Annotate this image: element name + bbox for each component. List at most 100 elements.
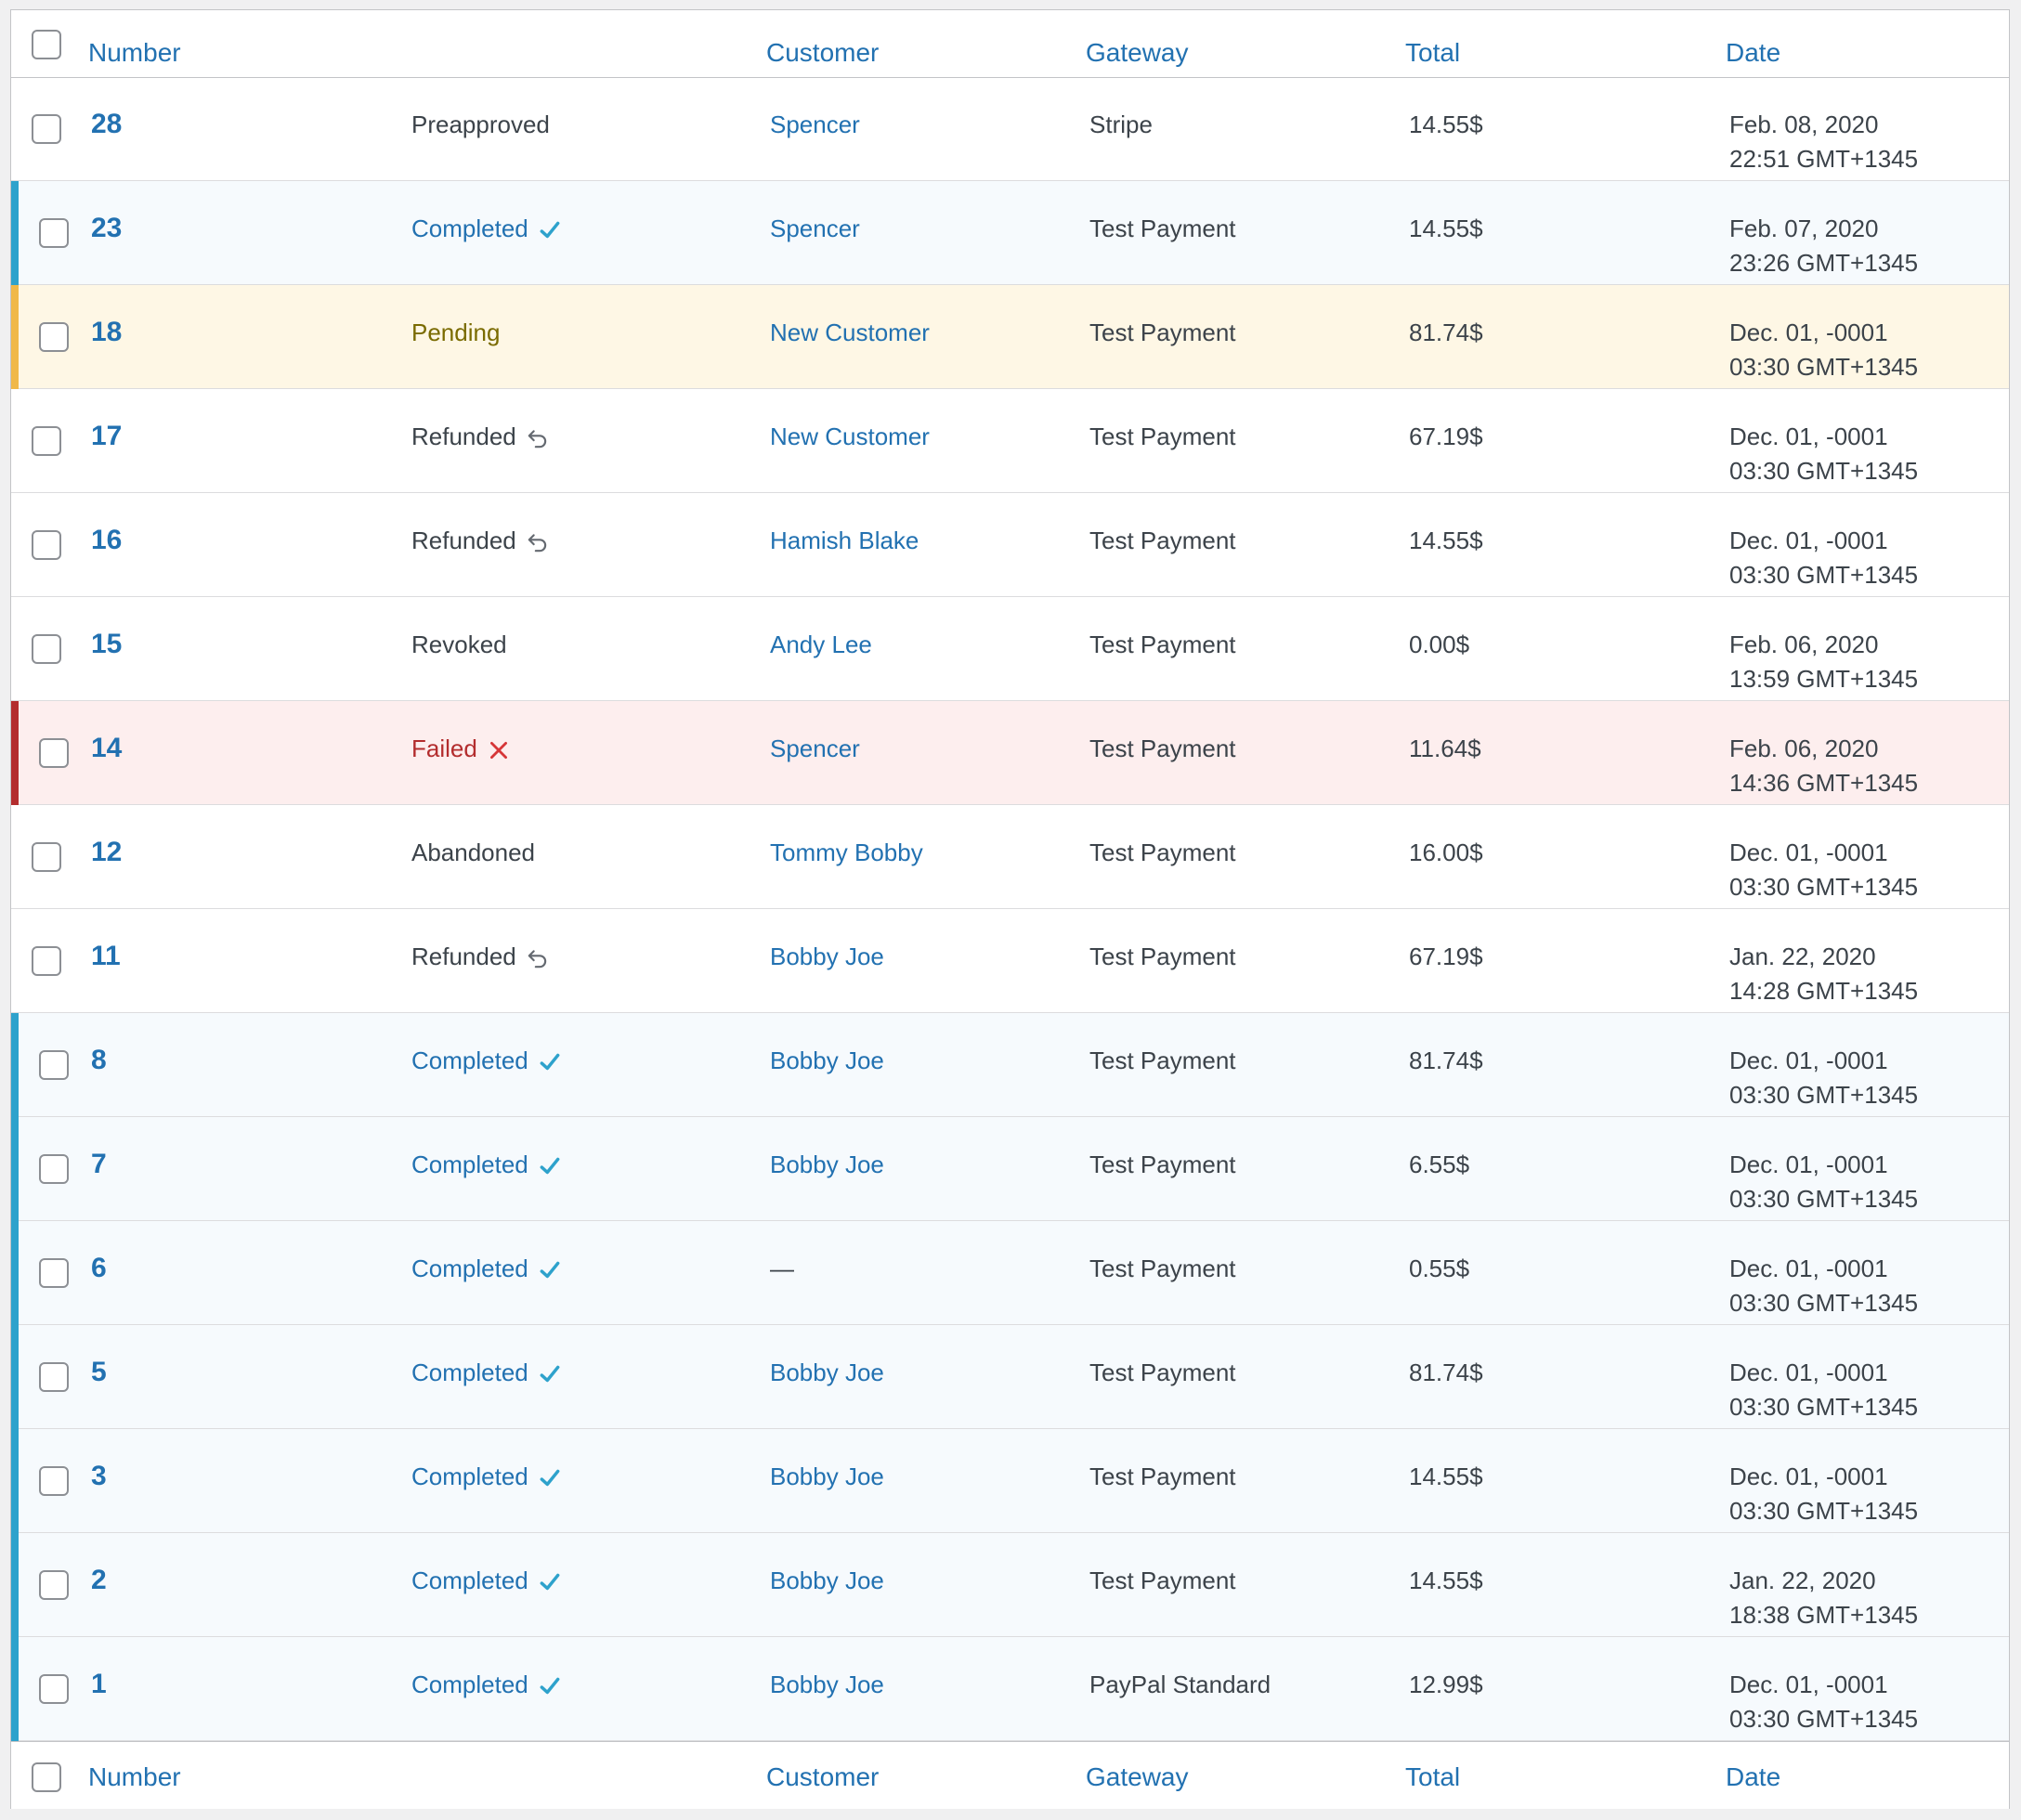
table-row: 6 Completed — Test Payment 0.55$ Dec. 01, -00… xyxy=(11,1221,2009,1325)
column-footer-total[interactable]: Total xyxy=(1405,1762,1461,1791)
column-footer-customer[interactable]: Customer xyxy=(766,1762,880,1791)
gateway-label: PayPal Standard xyxy=(1089,1670,1271,1698)
row-checkbox[interactable] xyxy=(39,218,69,248)
payment-number-link[interactable]: 8 xyxy=(91,1045,107,1075)
table-row: 3 Completed Bobby Joe Test Payment 14.55$ Dec… xyxy=(11,1429,2009,1533)
customer-link[interactable]: Hamish Blake xyxy=(770,526,919,554)
row-checkbox[interactable] xyxy=(32,530,61,560)
customer-link[interactable]: Bobby Joe xyxy=(770,1462,884,1490)
row-checkbox[interactable] xyxy=(32,634,61,664)
time-line: 03:30 GMT+1345 xyxy=(1729,353,1919,381)
payment-number-link[interactable]: 2 xyxy=(91,1565,107,1595)
column-header-number[interactable]: Number xyxy=(88,38,181,67)
column-footer-number[interactable]: Number xyxy=(88,1762,181,1791)
column-header-total[interactable]: Total xyxy=(1405,38,1461,67)
row-checkbox[interactable] xyxy=(39,1258,69,1288)
table-row: 12 Abandoned Tommy Bobby Test Payment 16.00$… xyxy=(11,805,2009,909)
row-status-indicator xyxy=(11,285,19,389)
time-line: 03:30 GMT+1345 xyxy=(1729,873,1919,901)
payment-number-link[interactable]: 11 xyxy=(91,941,121,971)
row-checkbox[interactable] xyxy=(39,1466,69,1496)
customer-link[interactable]: New Customer xyxy=(770,318,930,346)
cross-icon xyxy=(489,742,507,760)
column-header-date[interactable]: Date xyxy=(1726,38,1781,67)
total-amount: 14.55$ xyxy=(1409,110,1483,138)
status-label: Refunded xyxy=(411,422,516,450)
total-amount: 67.19$ xyxy=(1409,422,1483,450)
customer-link[interactable]: Spencer xyxy=(770,110,860,138)
customer-link[interactable]: Bobby Joe xyxy=(770,1358,884,1386)
status-label: Completed xyxy=(411,1150,528,1178)
customer-link[interactable]: Spencer xyxy=(770,734,860,762)
table-row: 11 Refunded Bobby Joe Test Payment 67.19$ Jan… xyxy=(11,909,2009,1013)
status-label: Completed xyxy=(411,214,528,242)
date-line: Dec. 01, -0001 xyxy=(1729,526,1888,554)
total-amount: 0.00$ xyxy=(1409,630,1470,658)
total-amount: 14.55$ xyxy=(1409,526,1483,554)
select-all-checkbox-footer[interactable] xyxy=(32,1762,61,1792)
payment-number-link[interactable]: 28 xyxy=(91,109,123,139)
customer-link[interactable]: Spencer xyxy=(770,214,860,242)
checkmark-icon xyxy=(540,1157,560,1175)
customer-link[interactable]: Bobby Joe xyxy=(770,942,884,970)
date-line: Dec. 01, -0001 xyxy=(1729,1254,1888,1282)
customer-link[interactable]: Bobby Joe xyxy=(770,1150,884,1178)
status-cell: Preapproved xyxy=(411,109,550,140)
payment-number-link[interactable]: 6 xyxy=(91,1253,107,1283)
payment-number-link[interactable]: 1 xyxy=(91,1669,107,1699)
row-checkbox[interactable] xyxy=(39,1570,69,1600)
column-footer-gateway[interactable]: Gateway xyxy=(1086,1762,1189,1791)
time-line: 03:30 GMT+1345 xyxy=(1729,1497,1919,1525)
row-status-indicator xyxy=(11,1013,19,1117)
column-header-customer[interactable]: Customer xyxy=(766,38,880,67)
time-line: 03:30 GMT+1345 xyxy=(1729,1185,1919,1213)
row-checkbox[interactable] xyxy=(39,1050,69,1080)
customer-link[interactable]: Andy Lee xyxy=(770,630,872,658)
gateway-label: Test Payment xyxy=(1089,734,1236,762)
date-line: Feb. 08, 2020 xyxy=(1729,110,1879,138)
payment-number-link[interactable]: 17 xyxy=(91,421,123,451)
time-line: 03:30 GMT+1345 xyxy=(1729,1705,1919,1733)
row-status-indicator xyxy=(11,181,19,285)
select-all-checkbox[interactable] xyxy=(32,30,61,59)
payment-number-link[interactable]: 18 xyxy=(91,317,123,347)
row-status-indicator xyxy=(11,1637,19,1741)
total-amount: 0.55$ xyxy=(1409,1254,1470,1282)
row-checkbox[interactable] xyxy=(39,322,69,352)
date-line: Dec. 01, -0001 xyxy=(1729,1046,1888,1074)
table-row: 16 Refunded Hamish Blake Test Payment 14.55$… xyxy=(11,493,2009,597)
payment-number-link[interactable]: 15 xyxy=(91,629,123,659)
column-footer-date[interactable]: Date xyxy=(1726,1762,1781,1791)
table-row: 15 Revoked Andy Lee Test Payment 0.00$ Feb. 0… xyxy=(11,597,2009,701)
customer-link[interactable]: Bobby Joe xyxy=(770,1046,884,1074)
status-label: Refunded xyxy=(411,942,516,970)
customer-link[interactable]: Tommy Bobby xyxy=(770,838,923,866)
time-line: 13:59 GMT+1345 xyxy=(1729,665,1919,693)
status-label: Refunded xyxy=(411,526,516,554)
row-checkbox[interactable] xyxy=(39,738,69,768)
status-label: Preapproved xyxy=(411,110,550,138)
payment-number-link[interactable]: 5 xyxy=(91,1357,107,1387)
row-status-indicator xyxy=(11,1429,19,1533)
time-line: 22:51 GMT+1345 xyxy=(1729,145,1919,173)
column-header-gateway[interactable]: Gateway xyxy=(1086,38,1189,67)
row-checkbox[interactable] xyxy=(39,1154,69,1184)
customer-link[interactable]: New Customer xyxy=(770,422,930,450)
row-checkbox[interactable] xyxy=(32,426,61,456)
customer-link[interactable]: Bobby Joe xyxy=(770,1670,884,1698)
customer-link[interactable]: Bobby Joe xyxy=(770,1566,884,1594)
payment-number-link[interactable]: 12 xyxy=(91,837,123,867)
row-checkbox[interactable] xyxy=(32,842,61,872)
payment-number-link[interactable]: 23 xyxy=(91,213,123,243)
row-checkbox[interactable] xyxy=(39,1674,69,1704)
payment-number-link[interactable]: 7 xyxy=(91,1149,107,1179)
payment-number-link[interactable]: 14 xyxy=(91,733,123,763)
row-checkbox[interactable] xyxy=(32,946,61,976)
date-line: Jan. 22, 2020 xyxy=(1729,942,1876,970)
row-checkbox[interactable] xyxy=(39,1362,69,1392)
status-cell: Refunded xyxy=(411,525,550,556)
row-checkbox[interactable] xyxy=(32,114,61,144)
payment-number-link[interactable]: 16 xyxy=(91,525,123,555)
time-line: 03:30 GMT+1345 xyxy=(1729,561,1919,589)
payment-number-link[interactable]: 3 xyxy=(91,1461,107,1491)
